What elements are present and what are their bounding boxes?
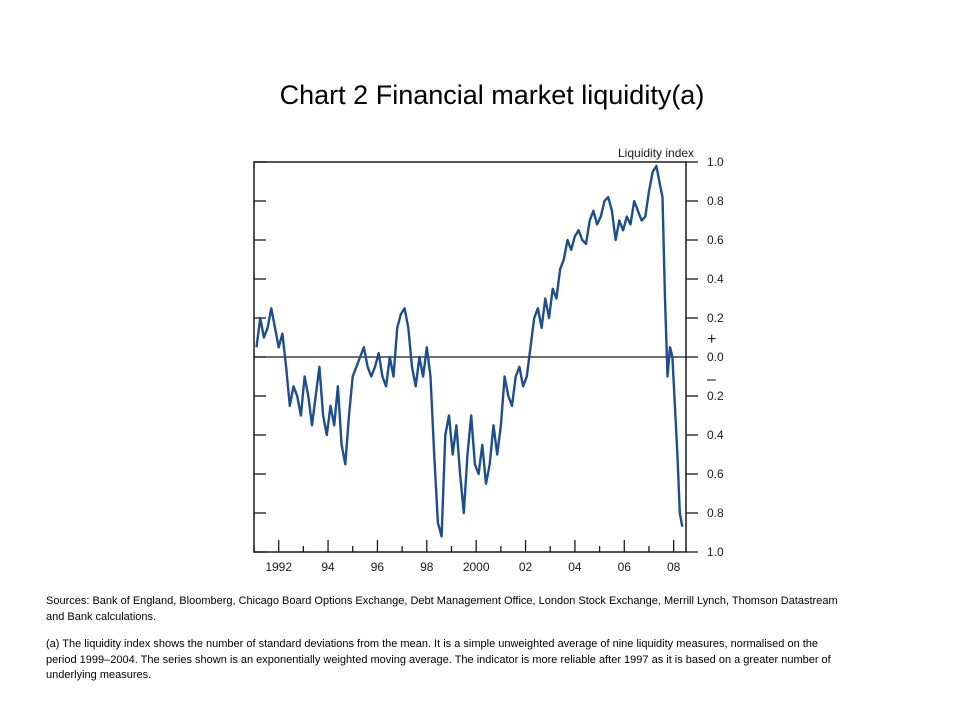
y-axis-title: Liquidity index xyxy=(618,146,694,160)
page-title: Chart 2 Financial market liquidity(a) xyxy=(279,80,705,110)
x-tick-label: 98 xyxy=(420,560,434,574)
y-tick-label: 0.4 xyxy=(707,272,724,286)
y-tick-label: 0.2 xyxy=(707,389,724,403)
x-tick-label: 2000 xyxy=(463,560,490,574)
x-tick-label: 94 xyxy=(321,560,335,574)
y-tick-label: 0.8 xyxy=(707,506,724,520)
footnote-a: (a) The liquidity index shows the number… xyxy=(46,638,831,681)
sources-note: Sources: Bank of England, Bloomberg, Chi… xyxy=(46,595,838,623)
x-tick-label: 02 xyxy=(519,560,533,574)
x-tick-label: 96 xyxy=(371,560,385,574)
y-tick-label: 1.0 xyxy=(707,155,724,169)
y-tick-label: 0.0 xyxy=(707,350,724,364)
chart-notes: Sources: Bank of England, Bloomberg, Chi… xyxy=(46,594,846,696)
y-tick-label: 0.4 xyxy=(707,428,724,442)
x-tick-label: 1992 xyxy=(265,560,292,574)
y-tick-label: 0.2 xyxy=(707,311,724,325)
y-tick-label: 0.6 xyxy=(707,233,724,247)
series-layer xyxy=(255,164,684,538)
x-tick-label: 04 xyxy=(568,560,582,574)
y-tick-label: 0.8 xyxy=(707,194,724,208)
y-tick-label: 1.0 xyxy=(707,545,724,559)
plus-sign-label: + xyxy=(707,331,716,348)
x-tick-label: 06 xyxy=(618,560,632,574)
right-axis-ticks: 1.0 0.8 0.6 0.4 0.2 0.0 0.2 0.4 0.6 0.8 1.0 xyxy=(686,155,724,559)
x-tick-label: 08 xyxy=(667,560,681,574)
liquidity-index-line xyxy=(255,164,684,538)
y-tick-label: 0.6 xyxy=(707,467,724,481)
minus-sign-label: – xyxy=(707,371,716,388)
x-axis: 1992 94 96 98 2000 02 04 06 08 xyxy=(253,540,681,574)
